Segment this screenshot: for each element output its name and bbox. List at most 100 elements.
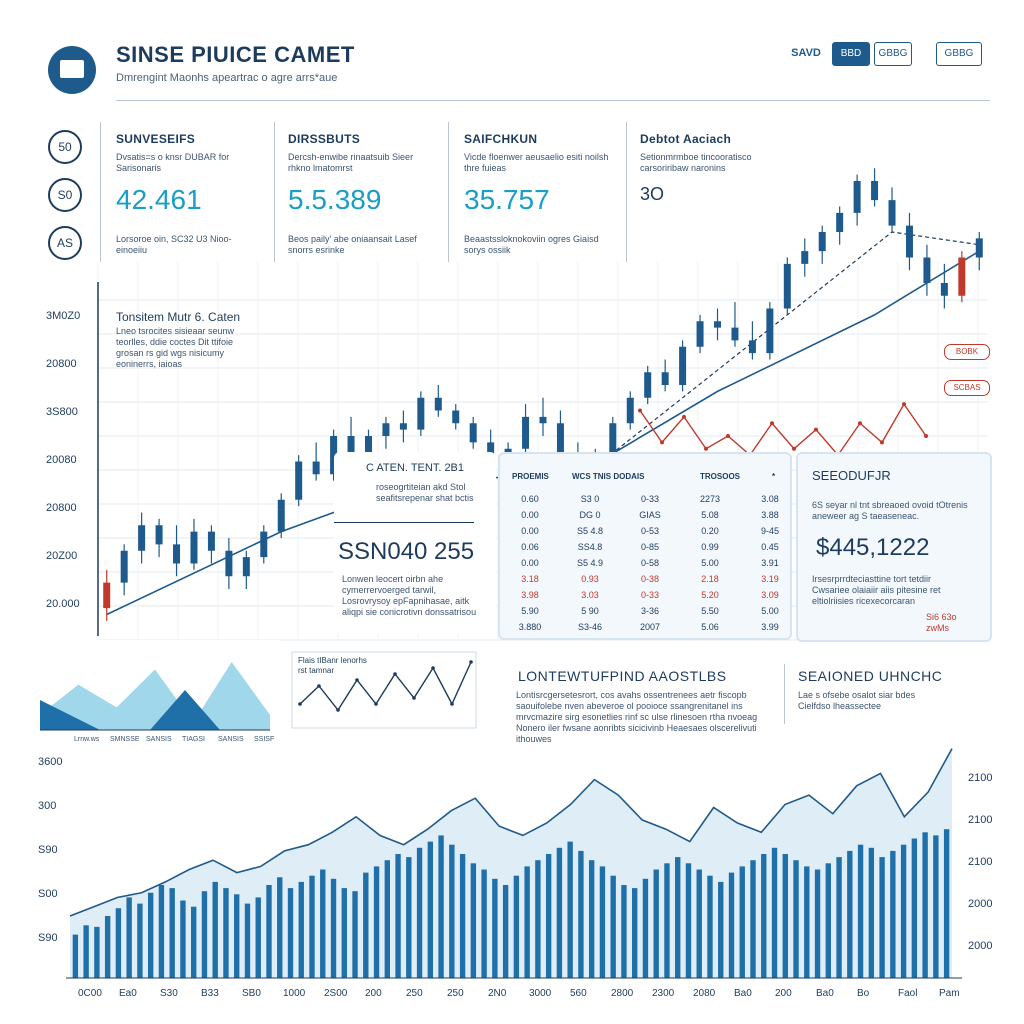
bottom-y-left-label: S90	[38, 844, 58, 856]
section-long-body: Lontisrcgersetesrort, cos avahs ossentre…	[516, 690, 758, 744]
candle-body	[295, 461, 303, 500]
annotation-title: Tonsitem Mutr 6. Caten	[116, 310, 241, 324]
table-cell: 3.88	[761, 510, 779, 520]
side-button-2[interactable]: S0	[48, 178, 82, 212]
bottom-y-right-label: 2100	[968, 856, 993, 868]
candle-body	[434, 397, 442, 411]
bottom-bar	[266, 885, 272, 978]
bottom-bar	[653, 869, 659, 978]
table-cell: 5.50	[701, 606, 719, 616]
mini-line-point	[374, 702, 378, 706]
candle-body	[138, 525, 146, 551]
bottom-bar	[427, 841, 434, 978]
stat-1-desc: Dvsatis=s o knsr DUBAR for Sarisonaris	[116, 152, 230, 173]
table-cell: S3 0	[580, 494, 600, 504]
bottom-x-label: 250	[447, 988, 464, 999]
bottom-bar	[707, 875, 713, 978]
bottom-bar	[675, 857, 681, 978]
bottom-x-label: 250	[406, 988, 423, 999]
candle-body	[975, 238, 983, 258]
bottom-y-left-label: 3600	[38, 756, 63, 768]
stat-2-title: DIRSSBUTS	[288, 132, 361, 146]
side-button-1[interactable]: 50	[48, 130, 82, 164]
section-divider	[784, 664, 785, 724]
toolbar-button-1[interactable]: BBD	[832, 42, 870, 66]
bottom-x-label: Faol	[898, 988, 918, 999]
table-cell: 5.06	[701, 622, 719, 632]
candle-body	[330, 436, 338, 475]
table-cell: 3.880	[518, 622, 542, 632]
summary-title: SEEODUFJR	[812, 468, 891, 483]
red-indicator-point	[814, 427, 818, 432]
bottom-bar	[320, 869, 326, 978]
summary-value: $445,1222	[816, 534, 930, 561]
bottom-bar	[416, 847, 423, 978]
bottom-bar	[664, 863, 670, 978]
bottom-x-label: 1000	[283, 988, 306, 999]
toolbar-button-3[interactable]: GBBG	[936, 42, 982, 66]
bottom-x-label: 2080	[693, 988, 716, 999]
candle-body	[347, 436, 355, 456]
candle-body	[661, 372, 669, 385]
table-cell: 0.45	[761, 542, 779, 552]
bottom-bar	[201, 891, 208, 978]
candle-body	[731, 327, 739, 341]
red-indicator-point	[924, 434, 928, 438]
candle-body	[714, 321, 722, 328]
candle-body	[120, 550, 128, 583]
bottom-bar	[782, 854, 788, 978]
bottom-bar	[513, 875, 520, 978]
bottom-bar	[750, 860, 756, 978]
bottom-bar	[234, 894, 240, 978]
table-header-1: PROEMIS	[512, 472, 549, 481]
bottom-y-right-label: 2000	[968, 898, 993, 910]
summary-badge: Si6 63o zwMs	[926, 612, 957, 633]
bottom-bar	[771, 847, 778, 978]
annotation-body: Lneo tsrocites sisieaar seunw teorlles, …	[116, 326, 235, 369]
table-cell: SS4.8	[577, 542, 603, 552]
table-cell: 0-85	[640, 542, 659, 552]
callout-panel	[334, 452, 496, 634]
candle-body	[452, 410, 460, 424]
candle-body	[504, 448, 512, 456]
bottom-bar	[158, 885, 165, 978]
table-cell: 0.20	[701, 526, 719, 536]
mini-line-point	[298, 702, 302, 706]
table-cell: S5 4.8	[576, 526, 604, 536]
mini-line-series	[299, 661, 472, 712]
candle-body	[103, 582, 111, 609]
side-button-3[interactable]: AS	[48, 226, 82, 260]
mini-line-point	[355, 678, 359, 682]
bottom-bar	[685, 863, 692, 978]
bottom-bar	[879, 857, 885, 978]
red-indicator-point	[638, 408, 642, 413]
bottom-bar	[535, 860, 541, 978]
bottom-bar	[373, 866, 380, 978]
bottom-bar	[72, 934, 79, 978]
bottom-bar	[438, 835, 444, 978]
bottom-bar	[492, 878, 498, 978]
bottom-y-right-label: 2100	[968, 814, 993, 826]
bottom-bar	[244, 903, 251, 978]
toolbar-button-2[interactable]: GBBG	[874, 42, 912, 66]
table-cell: 0-38	[640, 574, 659, 584]
candle-body	[277, 499, 285, 532]
mini-line-point	[393, 672, 397, 676]
candle-y-tick-label: 20080	[46, 454, 77, 466]
bottom-bar	[126, 897, 132, 978]
bottom-bar	[943, 829, 950, 978]
bottom-x-label: B33	[201, 988, 219, 999]
bottom-bar	[567, 841, 573, 978]
bottom-bar	[847, 850, 853, 978]
table-cell: S5 4.9	[576, 558, 604, 568]
candle-body	[539, 416, 547, 424]
bottom-x-label: Pam	[939, 988, 960, 999]
bottom-bar	[599, 866, 606, 978]
summary-desc: 6S seyar nl tnt sbreaoed ovoid tOtrenis …	[812, 500, 968, 521]
table-cell: 0-53	[640, 526, 659, 536]
bottom-x-label: 2300	[652, 988, 675, 999]
stat-3-value: 35.757	[464, 184, 550, 215]
summary-note: Irsesrprrdteciasttine tort tetdiir Cwsar…	[812, 574, 941, 606]
bottom-bar	[191, 906, 197, 978]
mini-line-legend: Flais tIBanr lenorhs rst tamnar	[298, 656, 367, 675]
